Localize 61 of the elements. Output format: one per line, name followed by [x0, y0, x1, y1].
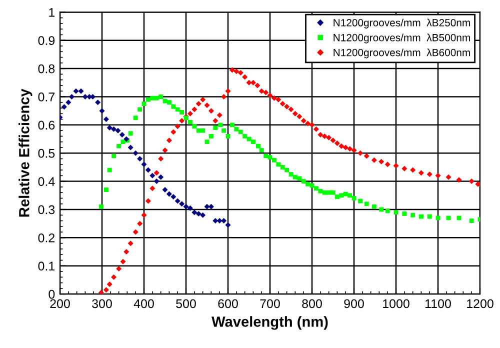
y-tick-label: 0.5 [38, 148, 55, 158]
x-tick-label: 1200 [467, 299, 494, 308]
x-tick-label: 300 [92, 299, 112, 308]
point [154, 178, 160, 184]
y-tick-label: 0.2 [38, 233, 55, 242]
point [162, 187, 168, 193]
point [99, 108, 105, 114]
point [66, 100, 72, 106]
y-tick-label: 0.8 [38, 64, 55, 74]
y-tick-label: 0.6 [38, 120, 55, 130]
legend-label: N1200grooves/mm λB600nm [334, 48, 470, 58]
y-tick-label: 0.1 [38, 262, 55, 271]
y-tick-label: 0.3 [38, 205, 55, 214]
point [141, 162, 147, 168]
point [174, 198, 180, 204]
point [115, 128, 121, 134]
point [111, 126, 117, 132]
point [103, 116, 109, 122]
point [132, 150, 138, 156]
point [61, 104, 67, 110]
point [187, 205, 193, 211]
legend-label: N1200grooves/mm λB250nm [334, 18, 470, 28]
point [204, 204, 210, 210]
point [196, 210, 202, 216]
y-tick-label: 0.7 [38, 92, 55, 102]
point [128, 144, 134, 150]
point [166, 191, 172, 197]
point [150, 172, 156, 178]
x-tick-label: 600 [218, 299, 238, 308]
point [192, 210, 198, 216]
x-tick-label: 500 [176, 299, 196, 308]
point [183, 204, 189, 210]
x-tick-label: 1100 [426, 299, 451, 308]
point [137, 156, 143, 162]
point [145, 167, 151, 173]
point [158, 174, 164, 180]
x-tick-label: 800 [302, 299, 322, 308]
x-axis-title: Wavelength (nm) [212, 316, 328, 330]
point [69, 94, 75, 100]
point [119, 132, 125, 138]
legend-label: N1200grooves/mm λB500nm [334, 34, 470, 44]
x-tick-label: 200 [50, 299, 70, 308]
x-tick-label: 1000 [383, 299, 410, 308]
point [225, 222, 231, 228]
point [78, 88, 84, 94]
y-tick-label: 0.4 [38, 177, 55, 186]
point [95, 100, 101, 106]
point [200, 212, 206, 218]
y-tick-label: 1 [49, 8, 55, 17]
point [73, 88, 79, 94]
x-tick-label: 400 [134, 299, 154, 308]
point [221, 218, 227, 224]
y-tick-label: 0 [48, 290, 55, 299]
point [82, 94, 88, 100]
x-tick-label: 700 [260, 299, 280, 308]
x-tick-label: 900 [344, 299, 364, 308]
point [106, 125, 112, 130]
point [170, 194, 176, 200]
y-tick-label: 0.9 [38, 36, 55, 46]
y-axis-title: Relative Efficiency [18, 88, 32, 217]
point [179, 201, 185, 207]
